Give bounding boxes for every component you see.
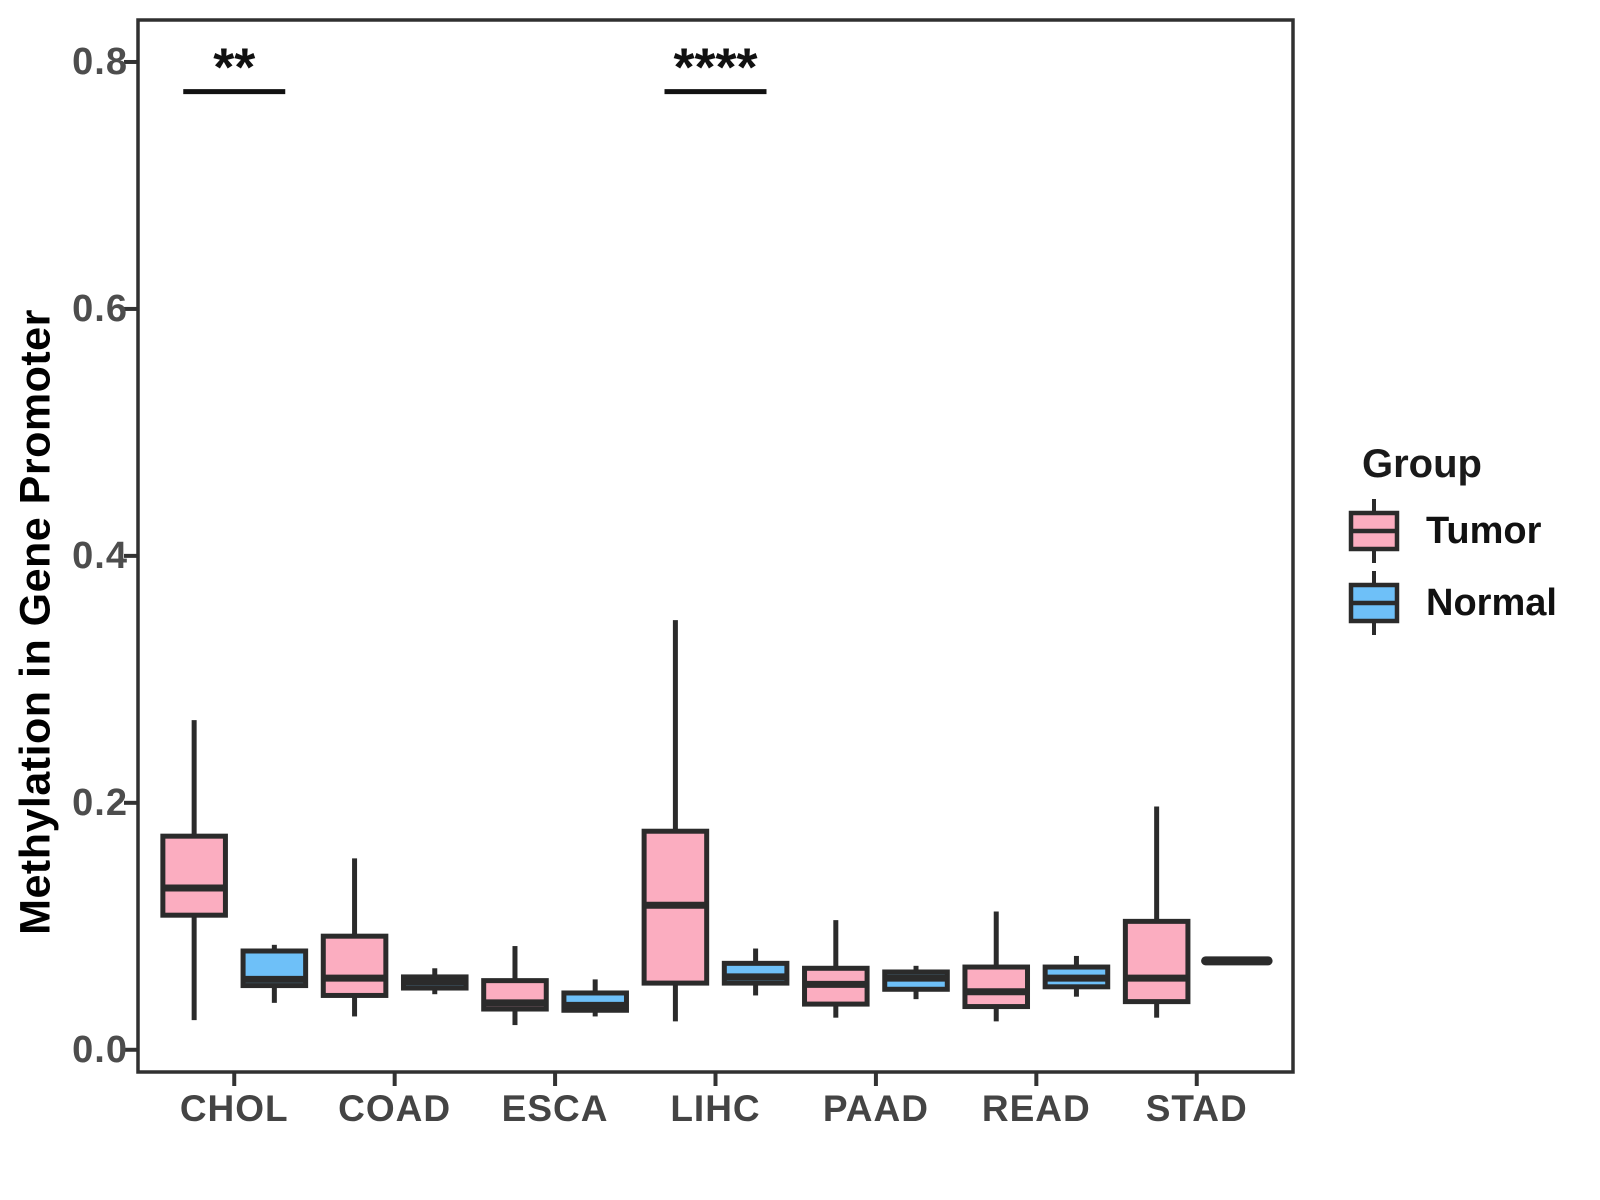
x-category-label-CHOL: CHOL bbox=[179, 1088, 289, 1129]
y-tick-label: 0.4 bbox=[72, 534, 128, 577]
x-category-label-STAD: STAD bbox=[1145, 1088, 1248, 1129]
legend: Group Tumor Normal bbox=[1332, 442, 1600, 639]
legend-title: Group bbox=[1362, 442, 1482, 486]
box-tumor-CHOL bbox=[160, 833, 228, 918]
legend-entry-tumor: Tumor bbox=[1332, 495, 1600, 567]
significance-label-CHOL: ** bbox=[213, 38, 255, 98]
y-tick-label: 0.6 bbox=[72, 287, 128, 330]
normal-boxplot-swatch-icon bbox=[1348, 571, 1400, 635]
y-tick-label: 0.2 bbox=[72, 781, 128, 824]
x-category-label-COAD: COAD bbox=[338, 1088, 452, 1129]
x-category-label-READ: READ bbox=[981, 1088, 1091, 1129]
x-category-label-LIHC: LIHC bbox=[670, 1088, 761, 1129]
tumor-boxplot-swatch-icon bbox=[1348, 499, 1400, 563]
legend-label-normal: Normal bbox=[1426, 581, 1557, 624]
x-category-label-ESCA: ESCA bbox=[501, 1088, 609, 1129]
y-tick-label: 0.0 bbox=[72, 1028, 128, 1071]
box-tumor-STAD bbox=[1122, 918, 1191, 1005]
y-axis-title: Methylation in Gene Promoter bbox=[11, 309, 60, 935]
legend-entry-normal: Normal bbox=[1332, 567, 1600, 639]
x-category-label-PAAD: PAAD bbox=[822, 1088, 929, 1129]
legend-label-tumor: Tumor bbox=[1426, 509, 1542, 552]
box-tumor-COAD bbox=[320, 933, 389, 998]
significance-label-LIHC: **** bbox=[673, 38, 757, 98]
y-tick-label: 0.8 bbox=[72, 40, 128, 83]
panel-border bbox=[136, 18, 1295, 1074]
box-tumor-READ bbox=[962, 964, 1031, 1010]
